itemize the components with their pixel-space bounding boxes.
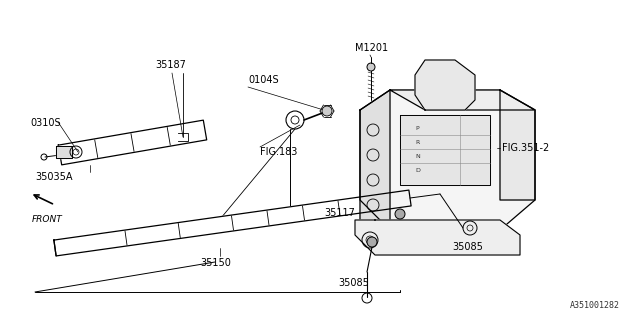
Polygon shape — [360, 90, 390, 230]
Circle shape — [367, 237, 377, 247]
Text: A351001282: A351001282 — [570, 301, 620, 310]
Text: 35085: 35085 — [452, 242, 483, 252]
Polygon shape — [58, 120, 207, 165]
Text: P: P — [415, 125, 419, 131]
Text: 35150: 35150 — [200, 258, 231, 268]
Text: 35035A: 35035A — [35, 172, 72, 182]
Text: D: D — [415, 167, 420, 172]
Polygon shape — [56, 146, 72, 158]
Polygon shape — [360, 90, 535, 230]
Circle shape — [395, 209, 405, 219]
Text: 35117: 35117 — [324, 208, 355, 218]
Text: 0310S: 0310S — [30, 118, 61, 128]
Circle shape — [322, 106, 332, 116]
Circle shape — [367, 63, 375, 71]
Text: R: R — [415, 140, 419, 145]
Text: FRONT: FRONT — [32, 215, 63, 224]
Text: N: N — [415, 154, 420, 158]
Polygon shape — [500, 90, 535, 200]
Text: FIG.351-2: FIG.351-2 — [502, 143, 549, 153]
Polygon shape — [355, 220, 520, 255]
Text: 0104S: 0104S — [248, 75, 278, 85]
Text: M1201: M1201 — [355, 43, 388, 53]
Text: 35085: 35085 — [338, 278, 369, 288]
Text: FIG.183: FIG.183 — [260, 147, 298, 157]
Text: 35187: 35187 — [155, 60, 186, 70]
Polygon shape — [415, 60, 475, 110]
Polygon shape — [400, 115, 490, 185]
Polygon shape — [54, 190, 411, 256]
Polygon shape — [390, 90, 535, 110]
